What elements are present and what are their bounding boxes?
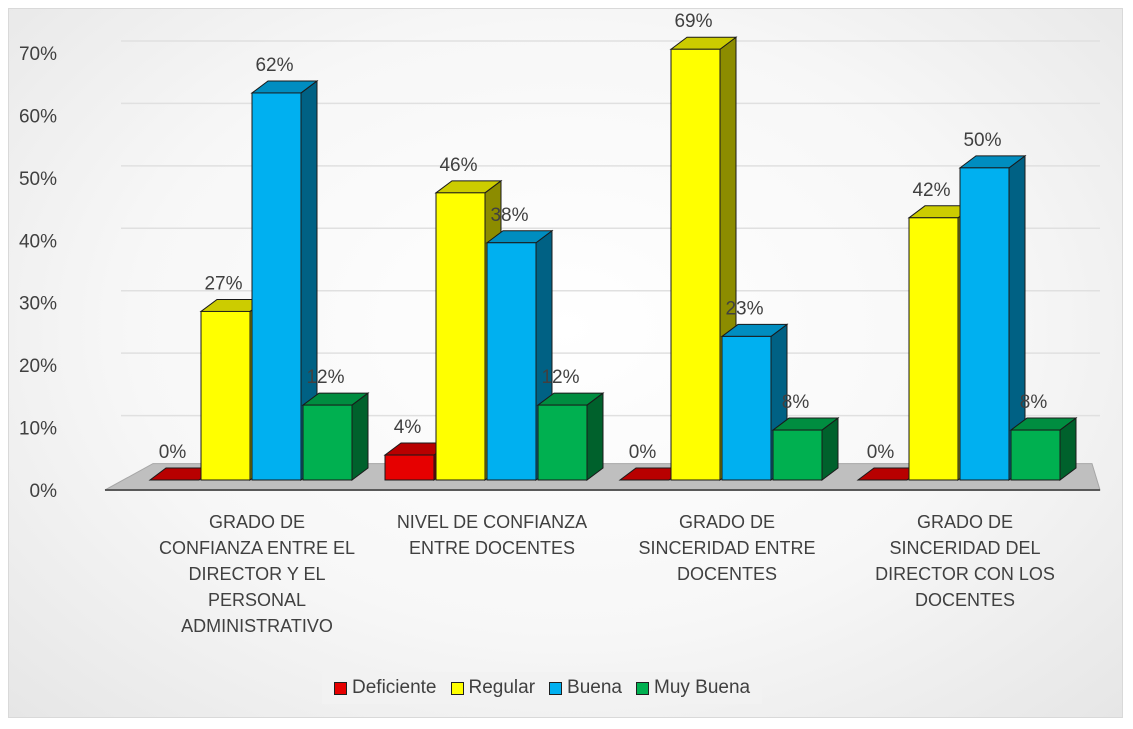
bar-buena — [958, 154, 1027, 481]
legend-label: Regular — [468, 677, 536, 698]
legend-swatch — [549, 681, 563, 695]
bar-buena — [720, 323, 789, 481]
data-label: 62% — [255, 55, 293, 76]
data-label: 8% — [1020, 392, 1048, 413]
category-labels: GRADO DE CONFIANZA ENTRE EL DIRECTOR Y EL P… — [159, 512, 1055, 636]
legend-swatch — [636, 681, 649, 695]
data-label: 0% — [629, 442, 657, 463]
legend-item-regular: Regular — [450, 677, 536, 699]
bar-muy-buena — [771, 417, 840, 481]
bar-muy-buena — [301, 392, 370, 481]
legend-swatch — [334, 681, 347, 695]
legend-item-muy-buena: Muy Buena — [636, 677, 750, 699]
y-tick-label: 70% — [19, 44, 57, 65]
data-label: 8% — [782, 392, 810, 413]
category-label: GRADO DE SINCERIDAD ENTRE DOCENTES — [638, 512, 815, 584]
legend-label: Deficiente — [352, 677, 437, 698]
category-label: NIVEL DE CONFIANZA ENTRE DOCENTES — [397, 512, 587, 558]
category-label: GRADO DE SINCERIDAD DEL DIRECTOR CON LOS DO… — [875, 512, 1055, 610]
data-label: 38% — [490, 205, 528, 226]
data-label: 12% — [306, 367, 344, 388]
legend-item-buena: Buena — [549, 677, 622, 699]
data-label: 50% — [963, 130, 1001, 151]
data-label: 42% — [912, 180, 950, 201]
data-label: 27% — [204, 273, 242, 294]
y-tick-label: 30% — [19, 294, 57, 315]
y-tick-label: 50% — [19, 169, 57, 190]
data-label: 23% — [725, 298, 763, 319]
data-label: 12% — [541, 367, 579, 388]
legend-swatch — [450, 681, 464, 695]
legend-label: Muy Buena — [654, 677, 751, 698]
bars — [148, 36, 1078, 481]
bar-muy-buena — [536, 392, 605, 481]
y-tick-label: 60% — [19, 106, 57, 127]
data-labels: 0% 27% 62% 12% 4% 46% 38% 12% 0% 69% 23% 8% 0% 42% 50%… — [159, 11, 1048, 463]
legend-label: Buena — [567, 677, 622, 698]
legend-item-deficiente: Deficiente — [334, 677, 437, 699]
bar-regular — [669, 36, 738, 481]
legend: Deficiente Regular Buena Muy Buena — [322, 672, 763, 704]
y-tick-label: 0% — [30, 481, 58, 502]
y-axis-ticks: 0% 10% 20% 30% 40% 50% 60% 70% — [19, 44, 57, 502]
bar-muy-buena — [1009, 417, 1078, 481]
data-label: 46% — [439, 155, 477, 176]
category-label: GRADO DE CONFIANZA ENTRE EL DIRECTOR Y EL P… — [159, 512, 355, 636]
y-tick-label: 20% — [19, 356, 57, 377]
data-label: 4% — [394, 417, 422, 438]
data-label: 0% — [867, 442, 895, 463]
data-label: 0% — [159, 442, 187, 463]
y-tick-label: 40% — [19, 231, 57, 252]
data-label: 69% — [674, 11, 712, 32]
y-tick-label: 10% — [19, 419, 57, 440]
